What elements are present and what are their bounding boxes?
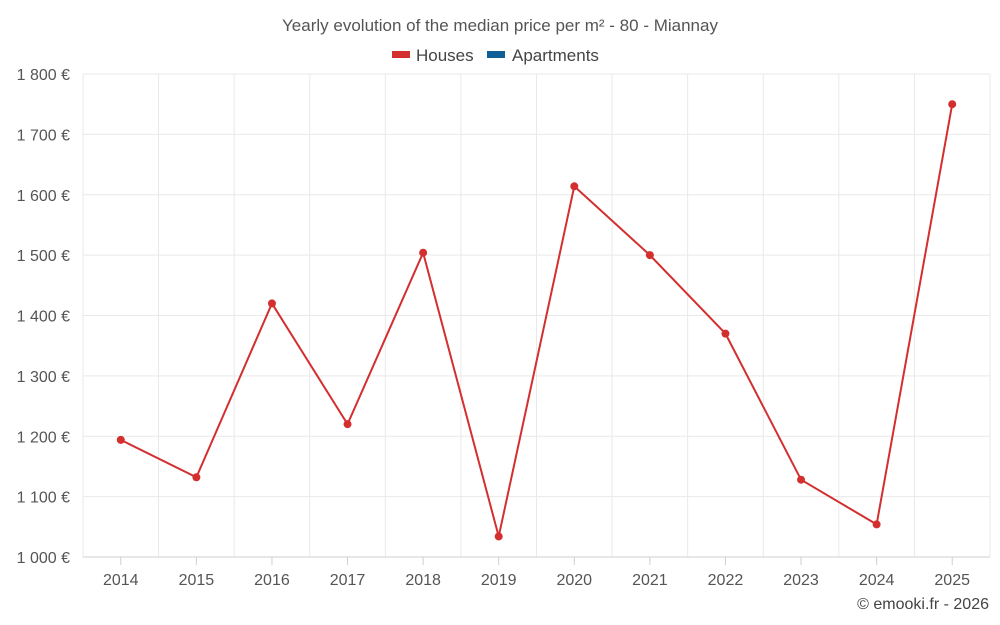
- data-point[interactable]: [570, 182, 579, 191]
- legend-item-apartments[interactable]: Apartments: [487, 46, 599, 65]
- x-tick-label: 2017: [330, 572, 366, 589]
- legend: Houses Apartments: [392, 46, 599, 65]
- x-tick-label: 2019: [481, 572, 517, 589]
- data-point[interactable]: [419, 248, 428, 257]
- x-tick-label: 2025: [934, 572, 970, 589]
- legend-swatch-houses: [392, 51, 410, 58]
- data-point[interactable]: [645, 251, 654, 260]
- legend-item-houses[interactable]: Houses: [392, 46, 474, 65]
- y-axis-ticks: 1 000 € 1 100 € 1 200 € 1 300 € 1 400 € 1 500…: [17, 67, 70, 567]
- series-line-houses: [120, 104, 954, 537]
- chart-title: Yearly evolution of the median price per…: [282, 16, 718, 35]
- data-point[interactable]: [267, 299, 276, 308]
- credit-text: © emooki.fr - 2026: [857, 596, 989, 613]
- x-tick-label: 2024: [859, 572, 895, 589]
- x-axis-ticks: 2014 2015 2016 2017 2018 2019 2020 2021 2022 2023…: [103, 557, 970, 589]
- x-tick-label: 2020: [556, 572, 592, 589]
- x-tick-label: 2015: [179, 572, 215, 589]
- y-tick-label: 1 500 €: [17, 248, 70, 265]
- x-tick-label: 2018: [405, 572, 441, 589]
- data-point[interactable]: [192, 473, 201, 482]
- y-tick-label: 1 400 €: [17, 309, 70, 326]
- data-point[interactable]: [343, 420, 352, 429]
- x-tick-label: 2016: [254, 572, 290, 589]
- data-point[interactable]: [797, 475, 806, 484]
- data-point[interactable]: [721, 329, 730, 338]
- x-tick-label: 2021: [632, 572, 668, 589]
- legend-swatch-apartments: [487, 51, 505, 58]
- legend-label-houses: Houses: [416, 46, 474, 65]
- gridlines: [82, 73, 991, 558]
- y-tick-label: 1 200 €: [17, 429, 70, 446]
- y-tick-label: 1 000 €: [17, 550, 70, 567]
- y-tick-label: 1 800 €: [17, 67, 70, 84]
- legend-label-apartments: Apartments: [512, 46, 599, 65]
- x-tick-label: 2023: [783, 572, 819, 589]
- y-tick-label: 1 700 €: [17, 127, 70, 144]
- data-point[interactable]: [872, 520, 881, 529]
- series-group: [116, 100, 957, 541]
- y-tick-label: 1 300 €: [17, 369, 70, 386]
- y-tick-label: 1 600 €: [17, 188, 70, 205]
- data-point[interactable]: [116, 435, 125, 444]
- data-point[interactable]: [494, 532, 503, 541]
- x-tick-label: 2022: [708, 572, 744, 589]
- x-tick-label: 2014: [103, 572, 139, 589]
- y-tick-label: 1 100 €: [17, 490, 70, 507]
- data-point[interactable]: [948, 100, 957, 109]
